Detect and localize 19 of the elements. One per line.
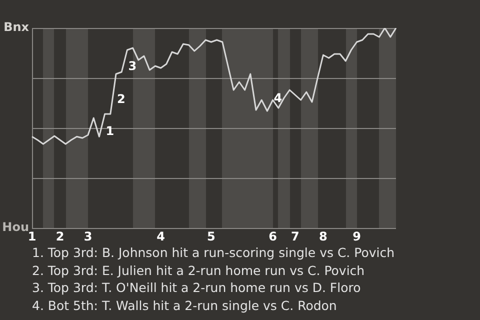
- annotation: 4: [274, 91, 282, 106]
- x-tick-label: 8: [319, 229, 328, 244]
- text: 3. Top 3rd: T. O'Neill hit a 2-run home run vs D. Floro: [32, 279, 362, 296]
- x-tick-label: 3: [84, 229, 92, 244]
- x-tick-label: 7: [291, 229, 300, 244]
- x-tick-label: 6: [268, 229, 277, 244]
- text: Hou: [2, 219, 29, 235]
- text: Bnx: [4, 19, 29, 35]
- annotation: 1: [106, 124, 114, 138]
- annotation: 2: [117, 92, 126, 106]
- annotation: 3: [128, 59, 137, 74]
- x-tick-label: 9: [352, 229, 361, 244]
- x-tick-label: 4: [156, 229, 165, 244]
- text: 2. Top 3rd: E. Julien hit a 2-run home run vs C. Povich: [32, 262, 366, 279]
- text: 4. Bot 5th: T. Walls hit a 2-run single vs C. Rodon: [32, 296, 338, 314]
- x-tick-label: 2: [56, 229, 64, 244]
- x-tick-label: 1: [28, 229, 36, 244]
- x-tick-label: 5: [207, 229, 216, 244]
- text: 1. Top 3rd: B. Johnson hit a run-scoring single vs C. Povich: [32, 244, 395, 262]
